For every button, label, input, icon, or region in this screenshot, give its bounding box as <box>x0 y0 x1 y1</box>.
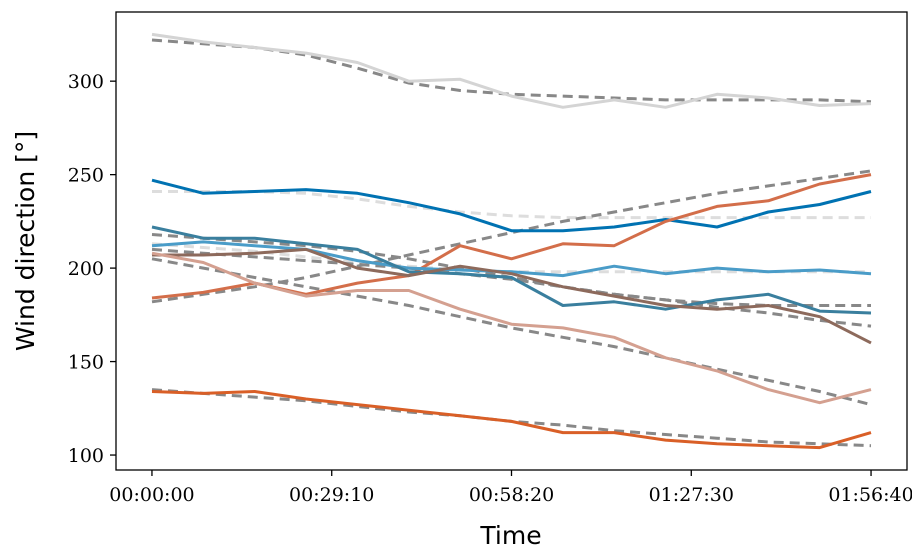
y-tick-label: 150 <box>68 352 104 374</box>
trend-line-6 <box>151 247 872 328</box>
x-axis-ticks: 00:00:00 00:29:10 00:58:20 01:27:30 01:56:40 <box>109 470 912 506</box>
series-line-1 <box>151 32 872 109</box>
trend-line-8 <box>151 388 872 448</box>
series-line-2 <box>151 178 872 233</box>
series-line-7 <box>151 251 872 405</box>
x-tick-label: 00:29:10 <box>289 484 374 506</box>
y-axis-ticks: 100 150 200 250 300 <box>68 71 116 467</box>
y-tick-label: 100 <box>68 445 104 467</box>
trend-line-3 <box>151 169 872 304</box>
y-axis-label: Wind direction [°] <box>11 131 40 351</box>
x-axis-label: Time <box>479 521 541 550</box>
x-tick-label: 01:56:40 <box>828 484 912 506</box>
x-tick-label: 00:58:20 <box>469 484 554 506</box>
series-line-5 <box>151 225 872 315</box>
series-line-6 <box>152 247 872 345</box>
trend-line-5 <box>151 233 871 307</box>
x-tick-label: 00:00:00 <box>109 484 194 506</box>
trend-line-7 <box>151 257 872 407</box>
series-line-4 <box>151 240 872 278</box>
series-lines <box>151 32 872 450</box>
x-tick-label: 01:27:30 <box>649 484 734 506</box>
y-tick-label: 200 <box>68 258 104 280</box>
series-line-8 <box>151 390 872 450</box>
trend-lines <box>151 38 872 448</box>
y-tick-label: 300 <box>68 71 104 93</box>
y-tick-label: 250 <box>68 165 104 187</box>
